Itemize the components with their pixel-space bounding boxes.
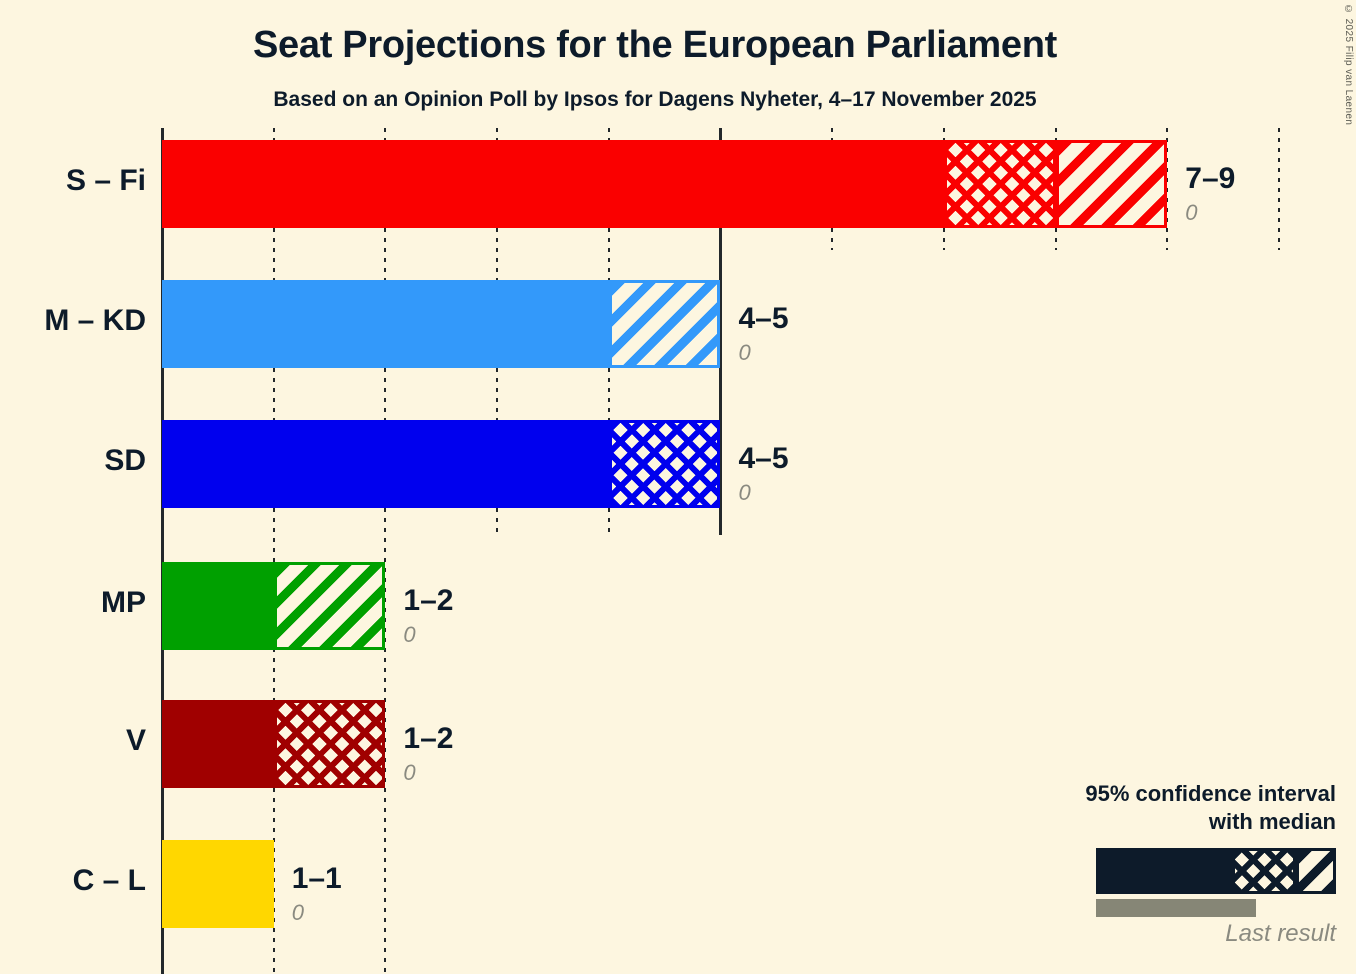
bar-segment-median-v [273,700,386,788]
bar-range-label-mkd: 4–5 [738,302,789,335]
bar-last-result-label-mp: 0 [403,622,416,647]
bar-row [162,700,386,788]
page-title: Seat Projections for the European Parlia… [252,24,1057,66]
bar-category-label-v: V [125,724,146,757]
page-subtitle: Based on an Opinion Poll by Ipsos for Da… [273,88,1037,111]
bar-last-result-label-mkd: 0 [738,340,751,365]
bar-segment-solid-cl [162,840,274,928]
grid-line-seat-9 [1166,128,1169,250]
bar-segment-solid-sd [162,420,609,508]
legend-caption-line1: 95% confidence interval [1085,781,1336,806]
bar-segment-interval-mkd [608,280,721,368]
bar-range-label-mp: 1–2 [403,584,454,617]
bar-range-label-sd: 4–5 [738,442,789,475]
legend-caption: 95% confidence interval with median [1085,780,1336,836]
bar-segment-solid-v [162,700,274,788]
bar-last-result-label-sd: 0 [738,480,751,505]
grid-line-seat-2 [384,128,387,974]
bar-last-result-label-sfi: 0 [1185,200,1198,225]
bar-category-label-sfi: S – Fi [65,164,146,197]
legend-caption-line2: with median [1208,809,1336,834]
legend-sample-bar [1096,848,1336,894]
bar-row [162,280,721,368]
bar-category-label-mp: MP [101,586,146,619]
legend-last-result-label: Last result [1225,920,1336,947]
bar-segment-interval-sfi [1055,140,1168,228]
bar-range-label-sfi: 7–9 [1185,162,1236,195]
bar-row [162,140,1168,228]
legend-last-result-bar [1096,899,1256,917]
copyright-notice: © 2025 Filip van Laenen [1343,4,1354,126]
grid-line-seat-10 [1278,128,1280,250]
axis-line-major [719,128,722,535]
bar-row [162,420,721,508]
legend-sample-solid [1096,848,1232,894]
bar-segment-solid-mp [162,562,274,650]
bar-row [162,840,274,928]
bar-segment-median-sd [608,420,721,508]
bar-range-label-v: 1–2 [403,722,454,755]
bar-last-result-label-cl: 0 [291,900,304,925]
bar-segment-median-sfi [943,140,1056,228]
bar-segment-interval-mp [273,562,386,650]
legend-sample-interval [1296,848,1336,894]
bar-category-label-cl: C – L [72,864,146,897]
legend-sample-median [1232,848,1296,894]
bar-category-label-sd: SD [104,444,146,477]
bar-category-label-mkd: M – KD [44,304,146,337]
bar-segment-solid-sfi [162,140,944,228]
bar-segment-solid-mkd [162,280,609,368]
axis-line-zero [160,128,164,974]
bar-row [162,562,386,650]
grid-line-seat-1 [272,128,275,974]
bar-last-result-label-v: 0 [403,760,416,785]
bar-range-label-cl: 1–1 [291,862,342,895]
